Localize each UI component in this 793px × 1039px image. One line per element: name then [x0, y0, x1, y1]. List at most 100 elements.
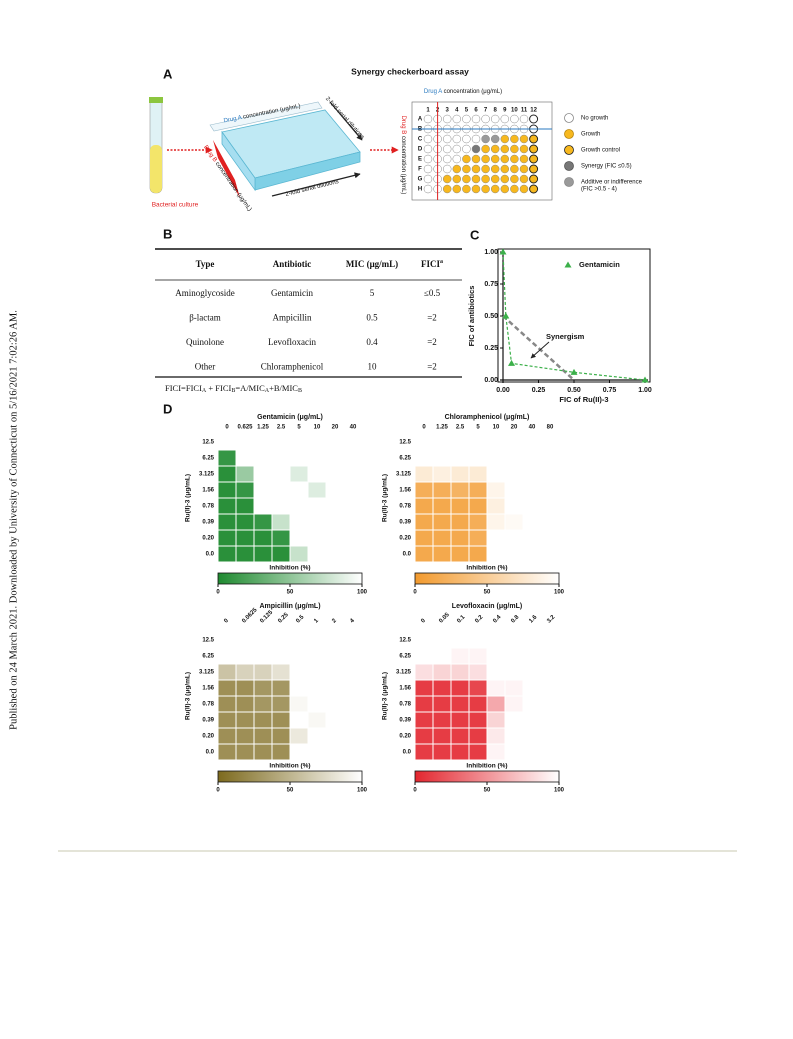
row-label: 1.56 — [202, 488, 214, 494]
heatmap-cell — [253, 465, 273, 483]
heatmap-cell — [504, 663, 524, 681]
y-tick-label: 0.50 — [484, 313, 498, 320]
legend-label: Growth control — [581, 148, 620, 154]
well — [519, 164, 529, 174]
heatmap-cell — [307, 663, 327, 681]
table-cell: Quinolone — [186, 337, 224, 347]
heatmap-cell — [468, 545, 488, 563]
heatmap-cell — [432, 663, 452, 681]
heatmap-cell — [271, 743, 291, 761]
panel-label: C — [470, 227, 480, 242]
heatmap-cell — [235, 679, 255, 697]
footnote-text: + FICI — [206, 383, 231, 393]
well — [471, 144, 481, 154]
row-letter: B — [418, 127, 423, 133]
column-label: 0.625 — [237, 425, 253, 431]
well — [490, 134, 500, 144]
row-label: 12.5 — [399, 440, 411, 446]
heatmap-cell — [271, 631, 291, 649]
heatmap-cell — [414, 647, 434, 665]
footnote-text: =A/MIC — [235, 383, 265, 393]
heatmap-cell — [235, 727, 255, 745]
well — [442, 154, 452, 164]
heatmap-cell — [289, 711, 309, 729]
row-label: 1.56 — [399, 686, 411, 692]
heatmap-cell — [325, 695, 345, 713]
heatmap-cell — [504, 695, 524, 713]
heatmap-cell — [522, 545, 542, 563]
heatmap-cell — [540, 663, 560, 681]
heatmap-cell — [504, 529, 524, 547]
heatmap-cell — [540, 481, 560, 499]
heatmap-cell — [325, 481, 345, 499]
heatmap-cell — [289, 465, 309, 483]
heatmap-cell — [289, 545, 309, 563]
header-text: MIC (μg/mL) — [346, 259, 398, 269]
heatmap-cell — [450, 465, 470, 483]
legend-label: Growth — [581, 132, 600, 138]
heatmap-cell — [468, 727, 488, 745]
drug-a: Drug A — [424, 89, 442, 95]
well — [442, 144, 452, 154]
heatmap-cell — [289, 513, 309, 531]
heatmap-cell — [253, 513, 273, 531]
well — [481, 134, 490, 144]
colorbar-tick-label: 0 — [216, 590, 220, 596]
heatmap-cell — [468, 647, 488, 665]
panel-label: A — [163, 66, 173, 81]
heatmap-cell — [432, 497, 452, 515]
row-label: 0.78 — [202, 702, 214, 708]
row-label: 3.125 — [199, 670, 215, 676]
well — [452, 144, 462, 154]
row-label: 0.39 — [202, 520, 214, 526]
heatmap-cell — [307, 711, 327, 729]
heatmap-cell — [325, 711, 345, 729]
header-text: FICI — [421, 259, 440, 269]
column-label: 0 — [225, 425, 229, 431]
heatmap-cell — [235, 529, 255, 547]
heatmap-cell — [271, 529, 291, 547]
plot-frame — [497, 248, 651, 383]
row-label: 3.125 — [396, 472, 412, 478]
well — [423, 134, 433, 144]
y-axis-label: FIC of antibiotics — [467, 286, 476, 347]
heatmap-cell — [235, 449, 255, 467]
column-number: 10 — [511, 108, 518, 114]
row-label: 0.39 — [399, 718, 411, 724]
heatmap-cell — [253, 663, 273, 681]
row-label: 0.20 — [202, 536, 214, 542]
well — [462, 164, 471, 174]
legend-label: Synergy (FIC ≤0.5) — [581, 164, 632, 170]
heatmap-title: Gentamicin (μg/mL) — [257, 414, 323, 421]
heatmap-cell — [343, 679, 363, 697]
well — [442, 164, 452, 174]
heatmap-cell — [235, 743, 255, 761]
table-cell: =2 — [427, 313, 437, 323]
well — [452, 114, 462, 124]
heatmap-cell — [253, 433, 273, 451]
panel-b: B Type Antibiotic MIC (μg/mL) FICIa Aminogly… — [155, 226, 462, 394]
heatmap-cell — [217, 449, 237, 467]
heatmap-cell — [450, 529, 470, 547]
heatmap-cell — [432, 631, 452, 649]
column-label: 5 — [476, 425, 480, 431]
heatmap-cell — [414, 631, 434, 649]
heatmap-cell — [414, 711, 434, 729]
annotation: Synergism — [546, 332, 585, 341]
well — [452, 164, 462, 174]
heatmap-cell — [414, 497, 434, 515]
subscript: B — [298, 388, 302, 394]
well — [462, 134, 471, 144]
heatmap-cell — [504, 481, 524, 499]
heatmap-cell — [504, 433, 524, 451]
heatmap-cell — [432, 727, 452, 745]
column-label: 4 — [349, 617, 356, 624]
well — [490, 144, 500, 154]
x-tick-label: 0.50 — [567, 387, 581, 394]
heatmap-cell — [540, 545, 560, 563]
heatmap-cell — [540, 513, 560, 531]
table-cell: ≤0.5 — [424, 288, 441, 298]
heatmap-cell — [432, 449, 452, 467]
heatmap-cell — [432, 695, 452, 713]
heatmap-cell — [432, 679, 452, 697]
